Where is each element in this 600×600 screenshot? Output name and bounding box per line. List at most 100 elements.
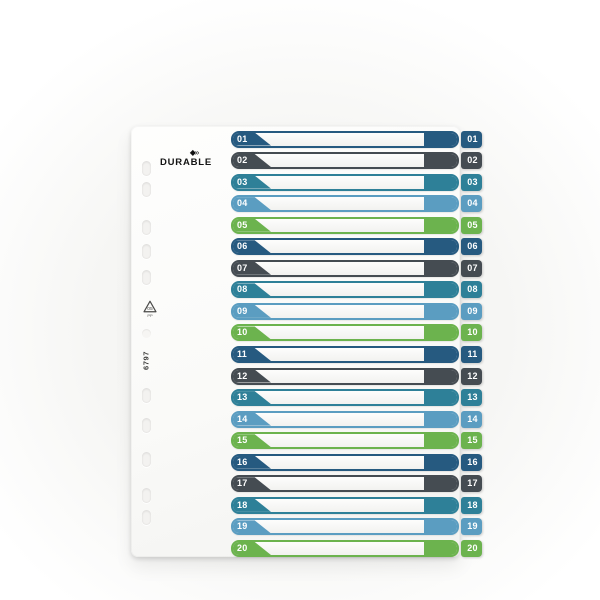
strip-number-label: 04 (237, 198, 248, 209)
strip-number-flag: 16 (233, 455, 271, 469)
strip-number-flag: 11 (233, 348, 271, 361)
strip-end-fill (424, 283, 457, 297)
strip-number-flag: 04 (233, 197, 271, 211)
strip-end-fill (424, 434, 457, 448)
strip-number-label: 07 (237, 262, 248, 273)
strip-end-fill (424, 132, 457, 146)
index-strip: 15 (231, 432, 459, 450)
strip-end-fill (424, 498, 457, 512)
index-strip: 02 (231, 152, 459, 170)
strip-end-fill (424, 455, 457, 469)
strip-number-label: 15 (237, 435, 248, 446)
strip-end-fill (424, 175, 457, 189)
punch-hole-slot (142, 451, 151, 467)
strip-number-flag: 14 (233, 412, 271, 426)
side-tab: 14 (461, 410, 482, 428)
punch-hole-slot (142, 160, 151, 176)
punch-hole-slot (142, 509, 151, 525)
strip-number-flag: 20 (233, 541, 271, 555)
strip-number-label: 13 (237, 392, 248, 403)
punch-hole-round (142, 329, 151, 338)
strip-number-flag: 12 (233, 369, 271, 383)
strip-end-fill (424, 326, 457, 340)
punch-hole-slot (142, 181, 151, 197)
index-strip: 20 (231, 539, 459, 557)
punch-hole-slot (142, 417, 151, 433)
index-strip: 08 (231, 281, 459, 299)
recycle-triangle-icon: 05 (143, 300, 157, 313)
punch-hole-slot (142, 269, 151, 285)
strip-number-flag: 01 (233, 132, 271, 146)
side-tab: 20 (461, 539, 482, 557)
strip-number-label: 16 (237, 456, 248, 467)
strip-number-flag: 17 (233, 477, 271, 491)
strip-number-flag: 10 (233, 326, 271, 340)
strip-end-fill (424, 154, 457, 168)
strip-end-fill (424, 304, 457, 318)
index-strip: 19 (231, 518, 459, 536)
index-strip: 07 (231, 259, 459, 277)
recycle-material-label: PP (147, 313, 153, 318)
punch-hole-slot (142, 219, 151, 235)
side-tab: 13 (461, 389, 482, 407)
side-tab: 08 (461, 281, 482, 299)
strip-number-flag: 18 (233, 498, 271, 512)
strip-end-fill (424, 391, 457, 405)
strip-number-label: 10 (237, 327, 248, 338)
side-tab: 05 (461, 216, 482, 234)
strip-number-label: 12 (237, 370, 248, 381)
brand-logo: ◆» DURABLE (157, 148, 215, 169)
strip-number-flag: 06 (233, 240, 271, 254)
durable-diamond-icon: ◆» (189, 148, 200, 157)
strip-end-fill (424, 218, 457, 232)
strip-number-flag: 08 (233, 283, 271, 297)
side-tab: 18 (461, 496, 482, 514)
recycling-symbol: 05 PP (141, 300, 159, 318)
strip-number-label: 18 (237, 499, 248, 510)
index-strip: 06 (231, 238, 459, 256)
side-tab: 06 (461, 238, 482, 256)
svg-text:05: 05 (147, 306, 153, 312)
brand-logo-text: DURABLE (159, 157, 213, 168)
strip-end-fill (424, 240, 457, 254)
index-strip: 10 (231, 324, 459, 342)
strip-number-flag: 09 (233, 304, 271, 318)
side-tab: 07 (461, 259, 482, 277)
strip-number-label: 01 (237, 133, 248, 144)
side-tab: 10 (461, 324, 482, 342)
side-tab: 19 (461, 518, 482, 536)
product-code: 6797 (141, 350, 151, 371)
index-strip: 03 (231, 173, 459, 191)
index-strip: 04 (231, 195, 459, 213)
index-strip: 17 (231, 475, 459, 493)
side-tab: 17 (461, 475, 482, 493)
index-strip: 18 (231, 496, 459, 514)
side-tab: 15 (461, 432, 482, 450)
strip-number-label: 02 (237, 155, 248, 166)
strip-number-label: 03 (237, 176, 248, 187)
strip-number-flag: 13 (233, 391, 271, 405)
index-strip: 09 (231, 302, 459, 320)
strip-number-flag: 15 (233, 434, 271, 448)
side-tab: 02 (461, 152, 482, 170)
strip-end-fill (424, 477, 457, 491)
punch-hole-slot (142, 487, 151, 503)
strip-number-flag: 02 (233, 154, 271, 168)
strip-number-flag: 07 (233, 261, 271, 275)
strip-end-fill (424, 412, 457, 426)
side-tab: 16 (461, 453, 482, 471)
index-strip: 14 (231, 410, 459, 428)
index-strip: 05 (231, 216, 459, 234)
strip-number-label: 11 (237, 349, 248, 359)
index-strip: 11 (231, 346, 459, 363)
index-strip: 13 (231, 389, 459, 407)
strip-number-label: 14 (237, 413, 248, 424)
side-tab: 03 (461, 173, 482, 191)
strip-number-label: 09 (237, 305, 248, 316)
strip-number-label: 19 (237, 521, 248, 532)
side-tab: 04 (461, 195, 482, 213)
index-strip: 16 (231, 453, 459, 471)
strip-end-fill (424, 369, 457, 383)
side-tab: 09 (461, 302, 482, 320)
punch-hole-slot (142, 243, 151, 259)
